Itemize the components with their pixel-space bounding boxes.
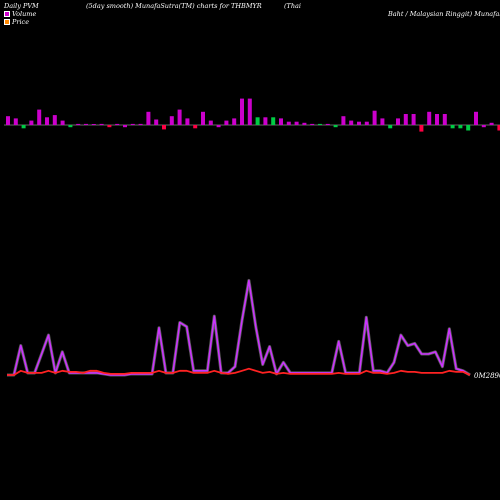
volume-bar — [6, 116, 10, 125]
volume-bar — [60, 120, 65, 125]
volume-bar — [193, 125, 198, 129]
volume-bar — [489, 122, 494, 125]
volume-bar — [146, 111, 151, 125]
volume-bar — [232, 118, 237, 125]
volume-bar — [310, 123, 315, 125]
header-symbol-start: (Thai — [284, 2, 302, 10]
volume-bar — [286, 121, 291, 125]
volume-bar — [357, 121, 361, 125]
volume-bar — [224, 120, 229, 125]
legend-price-swatch — [4, 19, 10, 25]
legend-price-label: Price — [12, 18, 30, 26]
volume-bar — [435, 114, 439, 125]
volume-bar — [388, 125, 393, 129]
volume-bar — [247, 98, 252, 125]
volume-bar — [21, 125, 26, 129]
volume-bar — [318, 123, 322, 125]
header-title: Daily PVM — [4, 2, 39, 10]
volume-bar — [68, 125, 73, 128]
volume-bar — [29, 120, 34, 125]
legend-volume-swatch — [4, 11, 10, 17]
volume-bar — [403, 114, 408, 125]
volume-bar — [263, 117, 268, 125]
volume-bar — [372, 110, 377, 125]
header-symbol-name: Baht / Malaysian Ringgit) MunafaSutra — [388, 10, 500, 18]
volume-bar — [177, 109, 182, 125]
legend-price: Price — [4, 18, 29, 26]
volume-bar — [474, 111, 478, 125]
volume-bar — [45, 117, 49, 125]
volume-bar — [201, 111, 205, 125]
volume-bar — [302, 122, 307, 125]
volume-bar — [13, 118, 18, 125]
volume-bar — [107, 125, 112, 128]
volume-bar — [364, 121, 369, 125]
volume-bar — [419, 125, 424, 132]
header-subtitle: (5day smooth) MunafaSutra(TM) charts for… — [86, 2, 262, 10]
volume-bar — [208, 120, 213, 125]
volume-bar — [411, 114, 416, 125]
price-volume-lines — [7, 278, 471, 377]
volume-bar — [154, 119, 159, 125]
volume-bar — [84, 123, 88, 125]
volume-bar — [162, 125, 166, 130]
volume-bar — [380, 118, 385, 125]
legend-volume: Volume — [4, 10, 36, 18]
volume-bar — [37, 109, 42, 125]
volume-bar — [130, 123, 135, 125]
volume-bar — [450, 125, 455, 129]
volume-bar — [325, 123, 330, 125]
volume-bar — [279, 118, 283, 125]
volume-bar — [123, 125, 127, 128]
volume-bar — [169, 116, 174, 125]
volume-bar — [349, 120, 354, 125]
price-value-label: 0M2890 — [474, 372, 500, 380]
volume-bar — [396, 118, 400, 125]
volume-bar — [497, 125, 500, 131]
volume-bar — [271, 117, 276, 125]
legend-volume-label: Volume — [12, 10, 37, 18]
volume-bar — [240, 98, 244, 125]
volume-bar — [216, 125, 221, 128]
volume-bar — [294, 121, 299, 125]
volume-bar — [458, 125, 463, 129]
volume-bar — [91, 124, 96, 125]
volume-bar — [52, 115, 57, 125]
volume-bar — [138, 123, 143, 125]
volume-bar — [115, 123, 120, 125]
volume-bar — [341, 116, 346, 125]
volume-bar — [185, 118, 190, 125]
price-line — [7, 367, 471, 376]
volume-bar — [99, 123, 104, 125]
volume-bar — [481, 125, 486, 128]
volume-bar — [76, 123, 81, 125]
volume-bar — [333, 125, 338, 128]
volume-bar — [466, 125, 471, 131]
volume-bar — [255, 117, 260, 125]
volume-bar — [442, 114, 447, 125]
volume-bars — [6, 98, 500, 132]
volume-bar — [427, 111, 432, 125]
